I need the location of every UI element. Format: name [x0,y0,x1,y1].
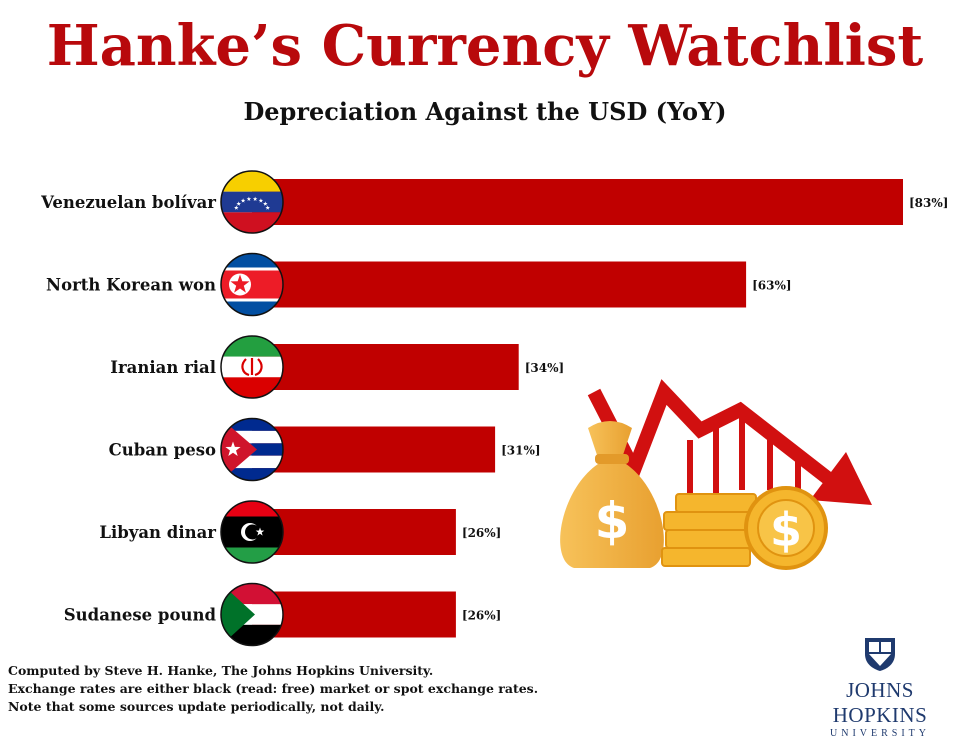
category-label: North Korean won [46,276,216,295]
north-korea-flag-icon [220,252,284,317]
jhu-sub: UNIVERSITY [830,728,930,739]
svg-text:$: $ [770,503,802,557]
bar-3 [252,344,519,390]
bar-6 [252,591,456,638]
jhu-logo: JOHNS HOPKINS UNIVERSITY [800,636,960,739]
chart-subtitle: Depreciation Against the USD (YoY) [243,97,727,126]
value-labels-group: [83%] [63%] [34%] [31%] [26%] [26%] [462,196,949,623]
flags-group [220,170,284,647]
value-label: [34%] [525,361,564,375]
footer-notes: Computed by Steve H. Hanke, The Johns Ho… [8,662,538,716]
category-label: Cuban peso [109,441,216,460]
bar-5 [252,509,456,555]
bars-group [252,179,903,638]
value-label: [63%] [752,279,791,293]
money-bag-icon: $ [560,421,664,568]
value-label: [26%] [462,609,501,623]
svg-text:$: $ [595,492,630,550]
cuba-flag-icon [220,417,284,482]
iran-flag-icon [220,335,284,399]
down-arrow-head-icon [810,452,872,505]
footer-line-2: Exchange rates are either black (read: f… [8,681,539,696]
page-title: Hanke’s Currency Watchlist [46,13,924,79]
category-labels-group: Venezuelan bolívar North Korean won Irania… [40,193,216,625]
category-label: Sudanese pound [64,606,217,625]
coin-icon: $ [744,486,828,570]
footer-line-3: Note that some sources update periodical… [8,699,385,714]
value-label: [31%] [501,444,540,458]
libya-flag-icon [220,500,284,564]
category-label: Libyan dinar [99,523,216,542]
coin-stack-icon [661,493,757,567]
bar-4 [252,426,496,473]
money-illustration-icon: $ $ [560,379,872,570]
category-label: Venezuelan bolívar [40,193,216,212]
bar-2 [252,261,747,308]
bar-1 [252,179,903,225]
value-label: [83%] [909,196,948,210]
jhu-shield-icon [865,638,895,671]
sudan-flag-icon [220,582,284,647]
jhu-name: JOHNS HOPKINS [832,678,928,727]
footer-line-1: Computed by Steve H. Hanke, The Johns Ho… [8,663,434,678]
venezuela-flag-icon [220,170,284,234]
value-label: [26%] [462,526,501,540]
category-label: Iranian rial [110,358,216,377]
